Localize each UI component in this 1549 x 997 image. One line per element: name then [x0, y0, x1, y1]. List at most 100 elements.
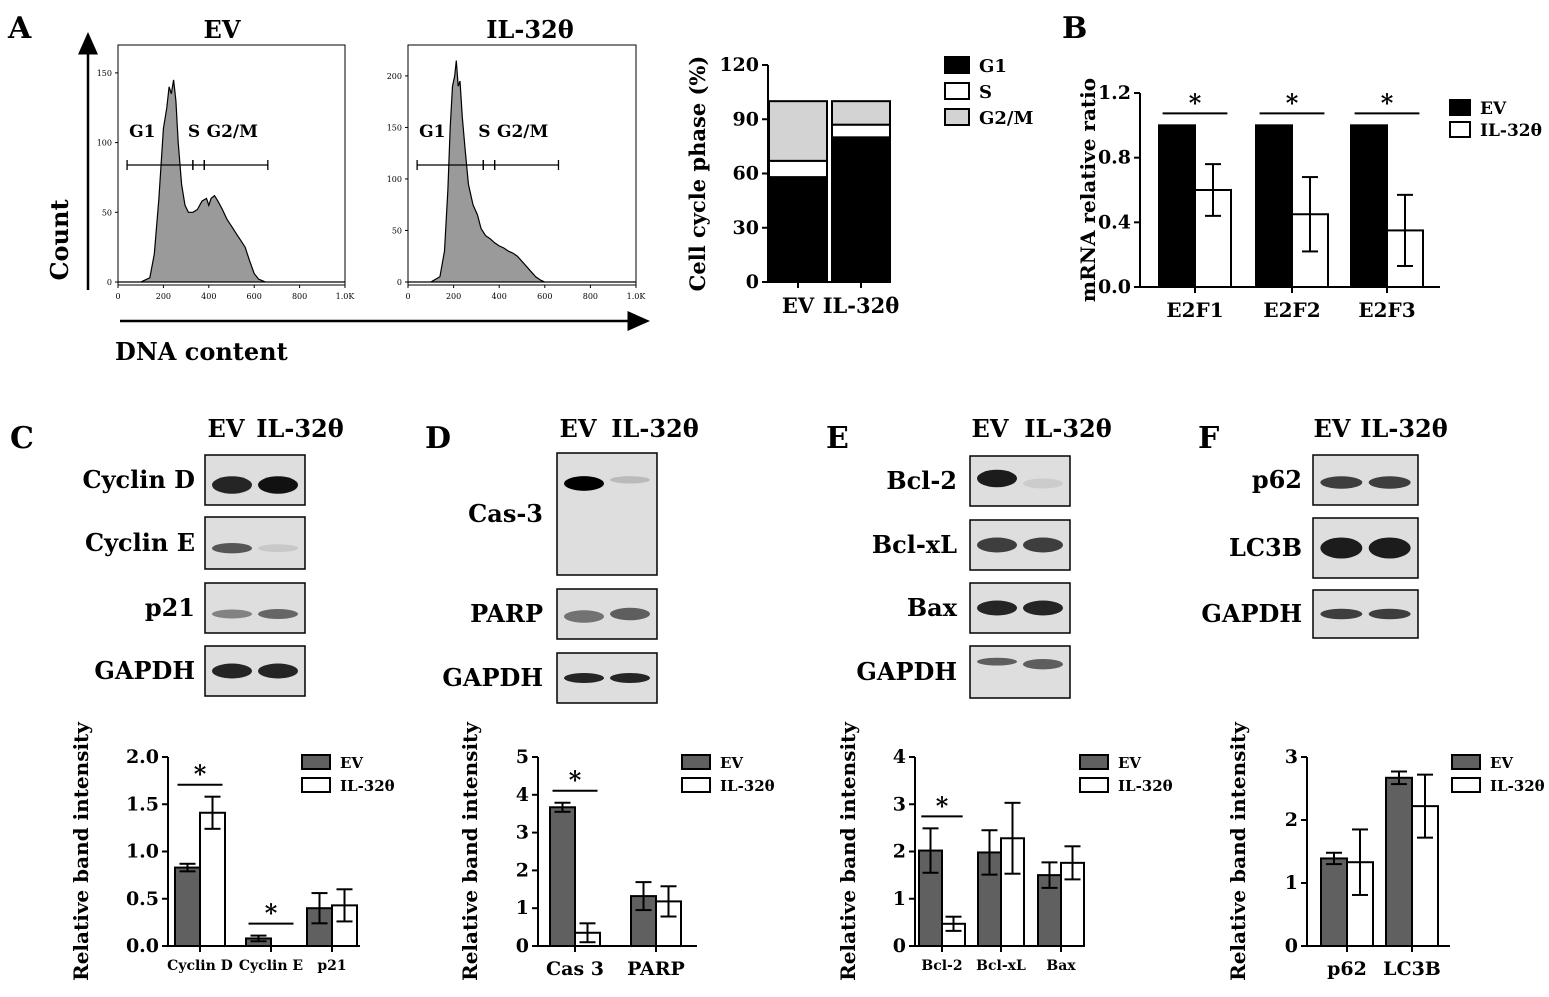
blot-band	[977, 600, 1017, 616]
y-tick-label: 4	[893, 746, 906, 768]
blot-panel-c: EV IL-32θ Cyclin D Cyclin E p21 GAPDH	[82, 414, 344, 697]
lane-label: IL-32θ	[256, 414, 343, 443]
bar-series-0	[1320, 857, 1348, 947]
y-tick-label: 1	[1285, 872, 1298, 894]
blot-strip	[969, 645, 1071, 699]
blot-row-label: Cyclin E	[85, 528, 195, 557]
x-tick-label: Cas 3	[546, 958, 604, 980]
y-tick-label: 150	[97, 69, 112, 78]
legend-swatch	[681, 777, 711, 793]
y-tick-label: 0	[746, 271, 759, 293]
blot-band	[212, 476, 252, 494]
y-tick-label: 5	[516, 746, 529, 768]
blot-band	[1023, 659, 1063, 670]
chart-autophagy-band-intensity: 0 1 2 3 Relative band intensity p62 LC3B EV IL-3…	[1226, 721, 1545, 981]
y-tick-label: 1	[893, 888, 906, 910]
blot-panel-f: EV IL-32θ p62 LC3B GAPDH	[1201, 414, 1448, 639]
legend-swatch	[1079, 777, 1109, 793]
lane-label: EV	[208, 414, 245, 443]
blot-band	[1320, 537, 1363, 559]
y-tick-label: 1.5	[126, 793, 159, 815]
histogram-area	[118, 79, 345, 283]
blot-band	[258, 663, 298, 679]
blot-band	[564, 610, 604, 623]
x-tick-label: p21	[317, 958, 346, 974]
blot-band	[610, 607, 650, 621]
x-tick-label: E2F2	[1263, 298, 1320, 322]
bar-series-0	[1158, 124, 1196, 289]
legend-swatch	[681, 754, 711, 770]
x-tick-label: 200	[156, 292, 171, 301]
y-axis-label: Relative band intensity	[1226, 721, 1250, 981]
y-tick-label: 0.0	[1098, 276, 1131, 298]
flow-y-axis-label: Count	[45, 199, 74, 280]
bar-g1	[768, 176, 828, 283]
blot-band	[1368, 608, 1411, 620]
histogram-title: IL-32θ	[486, 15, 573, 44]
bar-series-1	[199, 811, 226, 947]
blot-band	[258, 609, 298, 619]
y-tick-label: 0	[397, 278, 402, 287]
gate-label: S	[188, 122, 200, 142]
blot-panel-e: EV IL-32θ Bcl-2 Bcl-xL Bax GAPDH	[856, 414, 1112, 699]
y-tick-label: 2	[516, 859, 529, 881]
y-axis-label: Relative band intensity	[458, 721, 482, 981]
x-tick-label: 1.0K	[627, 292, 647, 301]
legend-label: IL-32θ	[1490, 777, 1545, 795]
panel-label-d: D	[425, 421, 451, 456]
bar-s	[768, 159, 828, 179]
x-tick-label: Bcl-2	[921, 958, 962, 974]
legend-swatch	[944, 56, 970, 74]
blot-band	[258, 476, 298, 494]
y-tick-label: 1	[516, 897, 529, 919]
y-tick-label: 30	[733, 217, 759, 239]
y-axis-label: Relative band intensity	[69, 721, 93, 981]
blot-row-label: Cyclin D	[82, 465, 195, 494]
significance-star: *	[1189, 88, 1202, 117]
histogram-ev: EV 150 100 50 00 200 400 600 800 1.0K G1 S G2/M	[97, 15, 356, 301]
legend-label: EV	[720, 754, 743, 772]
y-tick-label: 0	[1285, 935, 1298, 957]
blot-band	[1320, 476, 1363, 489]
legend-swatch	[1449, 121, 1471, 138]
x-tick-label: E2F3	[1358, 298, 1415, 322]
x-tick-label: 0	[405, 292, 410, 301]
legend-label: S	[979, 82, 992, 103]
panel-label-c: C	[10, 421, 34, 456]
blot-band	[1023, 478, 1063, 489]
x-tick-label: 400	[201, 292, 216, 301]
bar-series-0	[549, 806, 576, 947]
x-tick-label: PARP	[627, 958, 685, 980]
x-tick-label: LC3B	[1383, 958, 1441, 980]
x-tick-label: Bax	[1046, 958, 1076, 974]
blot-row-label: GAPDH	[856, 657, 957, 686]
lane-label: IL-32θ	[1360, 414, 1447, 443]
blot-band	[977, 537, 1017, 553]
legend-swatch	[1449, 99, 1471, 116]
y-tick-label: 200	[387, 72, 402, 81]
legend-label: G2/M	[979, 108, 1033, 129]
lane-label: EV	[560, 414, 597, 443]
legend-label: EV	[1118, 754, 1141, 772]
legend-swatch	[944, 108, 970, 126]
x-tick-label: Cyclin E	[239, 958, 303, 974]
y-tick-label: 60	[733, 163, 759, 185]
legend-swatch	[301, 777, 331, 793]
significance-star: *	[1286, 88, 1299, 117]
blot-band	[1023, 537, 1063, 553]
chart-bcl-band-intensity: 0 1 2 3 4 Relative band intensity Bcl-2 Bcl-xL B…	[836, 721, 1173, 981]
bar-g2-m	[768, 100, 828, 162]
y-tick-label: 3	[516, 822, 529, 844]
legend-label: EV	[1490, 754, 1513, 772]
blot-band	[977, 657, 1017, 666]
blot-row-label: PARP	[470, 599, 543, 628]
gate-label: S	[478, 122, 490, 142]
panel-label-e: E	[826, 421, 849, 456]
y-axis-label: Relative band intensity	[836, 721, 860, 981]
legend-swatch	[1451, 754, 1481, 770]
significance-star: *	[265, 899, 278, 928]
blot-band	[1368, 537, 1411, 559]
